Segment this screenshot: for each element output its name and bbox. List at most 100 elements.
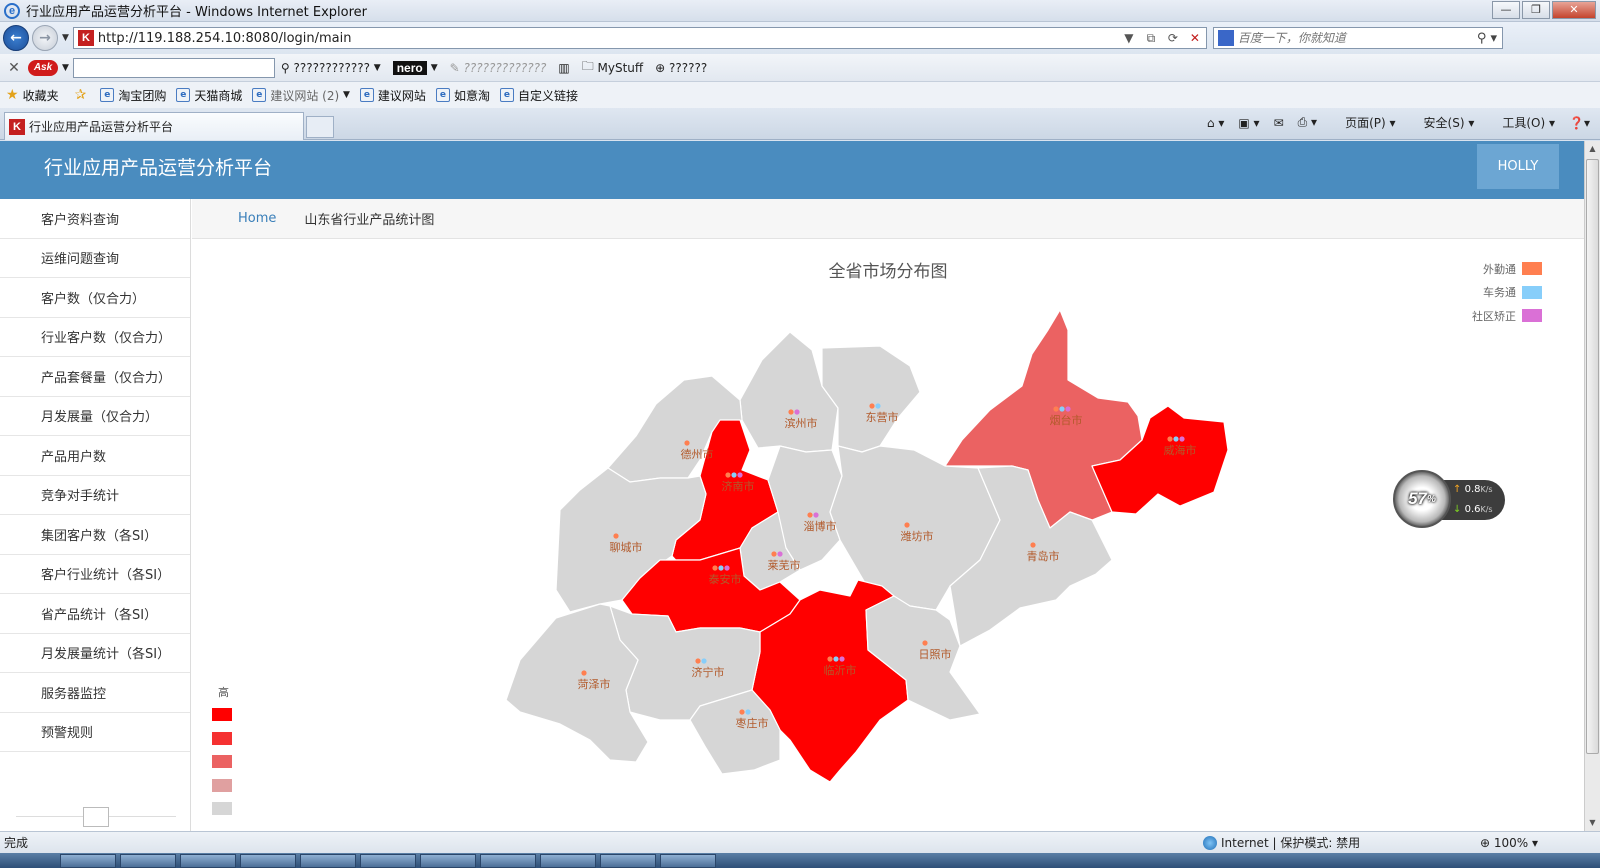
taskbar-button[interactable] <box>240 854 296 868</box>
range-swatch-1[interactable] <box>212 708 232 721</box>
city-marker-dot[interactable] <box>1167 436 1173 442</box>
sidebar-item-industry-customers[interactable]: 行业客户数（仅合力） <box>0 318 190 357</box>
forward-button[interactable]: → <box>32 25 58 51</box>
city-marker-dot[interactable] <box>875 403 881 409</box>
city-marker-dot[interactable] <box>745 709 751 715</box>
city-marker-dot[interactable] <box>904 522 910 528</box>
fav-item-suggested[interactable]: e 建议网站 <box>359 87 426 104</box>
legend-item-chewutong[interactable]: 车务通 <box>1472 281 1542 305</box>
city-marker-dot[interactable] <box>725 472 731 478</box>
region-weihai[interactable] <box>1091 405 1229 515</box>
city-marker-dot[interactable] <box>1059 406 1065 412</box>
scroll-down-icon[interactable]: ▼ <box>1589 818 1596 827</box>
fav-item-custom-links[interactable]: e 自定义链接 <box>499 87 578 104</box>
city-marker-dot[interactable] <box>718 565 724 571</box>
region-dongying[interactable] <box>821 345 921 453</box>
legend-item-shequjiaozheng[interactable]: 社区矫正 <box>1472 304 1542 328</box>
taskbar-button[interactable] <box>660 854 716 868</box>
city-marker-dot[interactable] <box>827 656 833 662</box>
city-marker-dot[interactable] <box>777 551 783 557</box>
close-toolbar-icon[interactable]: ✕ <box>8 59 20 76</box>
taskbar-button[interactable] <box>540 854 596 868</box>
mystuff-button[interactable]: 🗀 MyStuff <box>582 57 643 78</box>
city-marker-dot[interactable] <box>737 472 743 478</box>
sidebar-item-product-users[interactable]: 产品用户数 <box>0 436 190 476</box>
region-qingdao[interactable] <box>949 465 1113 647</box>
feeds-icon[interactable]: ▣ ▾ <box>1238 115 1260 130</box>
city-marker-dot[interactable] <box>813 512 819 518</box>
refresh-icon[interactable]: ⟳ <box>1167 31 1178 45</box>
city-marker-dot[interactable] <box>581 670 587 676</box>
sidebar-item-product-packages[interactable]: 产品套餐量（仅合力） <box>0 357 190 397</box>
fav-item-tmall[interactable]: e 天猫商城 <box>176 87 242 104</box>
toolbar-dim-item[interactable]: ✎ ????????????? <box>450 61 547 75</box>
taskbar-button[interactable] <box>420 854 476 868</box>
taskbar-button[interactable] <box>600 854 656 868</box>
region-zaozhuang[interactable] <box>689 689 781 775</box>
city-marker-dot[interactable] <box>788 409 794 415</box>
legend-item-waiqintong[interactable]: 外勤通 <box>1472 257 1542 281</box>
sidebar-collapse-button[interactable] <box>83 807 109 827</box>
back-button[interactable]: ← <box>3 25 29 51</box>
page-scrollbar[interactable]: ▲ ▼ <box>1584 141 1600 831</box>
toolbar-notes-icon[interactable]: ▥ <box>558 60 570 75</box>
range-swatch-3[interactable] <box>212 755 232 768</box>
favorites-button[interactable]: ★ 收藏夹 <box>0 87 59 104</box>
sidebar-item-server-monitor[interactable]: 服务器监控 <box>0 673 190 713</box>
maximize-button[interactable]: ❐ <box>1522 1 1550 19</box>
taskbar-button[interactable] <box>180 854 236 868</box>
range-swatch-5[interactable] <box>212 802 232 815</box>
taskbar-button[interactable] <box>360 854 416 868</box>
city-marker-dot[interactable] <box>1030 542 1036 548</box>
search-input[interactable] <box>1237 31 1472 45</box>
city-marker-dot[interactable] <box>701 658 707 664</box>
region-rizhao[interactable] <box>865 595 981 721</box>
scrollbar-thumb[interactable] <box>1586 159 1599 754</box>
fav-item-ruyitao[interactable]: e 如意淘 <box>435 87 490 104</box>
city-marker-dot[interactable] <box>695 658 701 664</box>
city-marker-dot[interactable] <box>1053 406 1059 412</box>
ask-logo-button[interactable]: Ask <box>28 59 58 76</box>
toolbar-search-button[interactable]: ⚲ ???????????? ▼ <box>281 61 381 75</box>
city-marker-dot[interactable] <box>833 656 839 662</box>
city-marker-dot[interactable] <box>724 565 730 571</box>
taskbar-button[interactable] <box>60 854 116 868</box>
region-heze[interactable] <box>505 603 649 763</box>
nero-button[interactable]: nero ▼ <box>392 60 438 75</box>
add-favorite-button[interactable]: ✰ <box>69 87 91 103</box>
network-speed-widget[interactable]: ↑ 0.8K/s ↓ 0.6K/s 57% <box>1393 470 1511 528</box>
city-marker-dot[interactable] <box>794 409 800 415</box>
history-dropdown-icon[interactable]: ▼ <box>62 33 69 43</box>
sidebar-item-alert-rules[interactable]: 预警规则 <box>0 713 190 752</box>
breadcrumb-home-link[interactable]: Home <box>238 211 277 226</box>
zoom-level[interactable]: ⊕ 100% ▾ <box>1480 835 1539 850</box>
sidebar-item-customer-industry[interactable]: 客户行业统计（各SI） <box>0 555 190 594</box>
security-zone[interactable]: Internet | 保护模式: 禁用 <box>1203 834 1360 851</box>
city-marker-dot[interactable] <box>922 640 928 646</box>
city-marker-dot[interactable] <box>684 440 690 446</box>
city-marker-dot[interactable] <box>1173 436 1179 442</box>
print-icon[interactable]: ⎙ ▾ <box>1297 115 1318 129</box>
sidebar-item-customer-count[interactable]: 客户数（仅合力） <box>0 278 190 318</box>
city-marker-dot[interactable] <box>1065 406 1071 412</box>
compat-view-icon[interactable]: ⧉ <box>1146 30 1156 45</box>
taskbar-button[interactable] <box>120 854 176 868</box>
region-binzhou[interactable] <box>739 331 839 453</box>
range-swatch-2[interactable] <box>212 731 232 745</box>
scroll-up-icon[interactable]: ▲ <box>1589 144 1596 153</box>
mail-icon[interactable]: ✉ <box>1273 115 1284 130</box>
fav-item-taobao[interactable]: e 淘宝团购 <box>100 87 166 104</box>
page-menu[interactable]: 页面(P) ▾ <box>1345 116 1396 130</box>
city-marker-dot[interactable] <box>1179 436 1185 442</box>
taskbar-button[interactable] <box>300 854 356 868</box>
safety-menu[interactable]: 安全(S) ▾ <box>1423 116 1475 130</box>
city-marker-dot[interactable] <box>712 565 718 571</box>
ask-search-input[interactable] <box>72 57 275 78</box>
ask-dropdown-icon[interactable]: ▼ <box>62 62 69 73</box>
range-swatch-4[interactable] <box>212 778 232 792</box>
sidebar-item-monthly-stats[interactable]: 月发展量统计（各SI） <box>0 634 190 673</box>
sidebar-item-province-products[interactable]: 省产品统计（各SI） <box>0 594 190 634</box>
url-field[interactable]: K http://119.188.254.10:8080/login/main … <box>72 27 1207 49</box>
city-marker-dot[interactable] <box>839 656 845 662</box>
city-marker-dot[interactable] <box>731 472 737 478</box>
